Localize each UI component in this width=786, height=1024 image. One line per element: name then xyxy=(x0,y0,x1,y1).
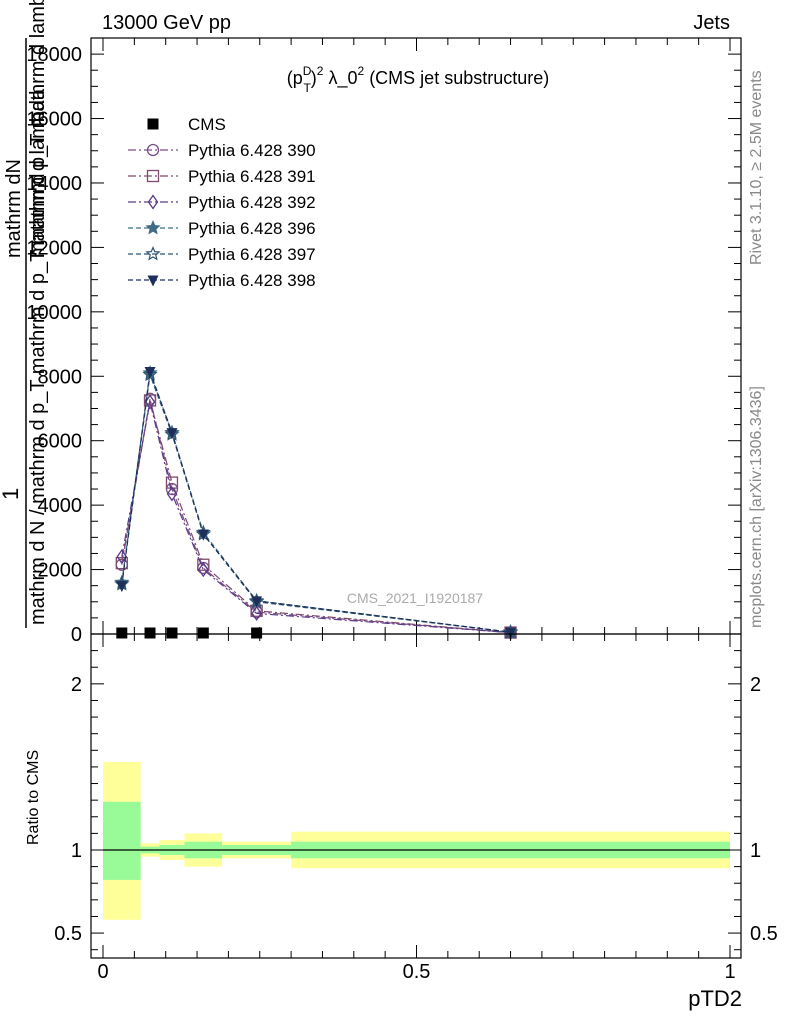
ratio-inner-band xyxy=(103,801,141,880)
legend-marker xyxy=(146,143,160,157)
data-point xyxy=(251,596,263,608)
data-point xyxy=(144,627,156,639)
y-tick-label: 4000 xyxy=(38,495,83,517)
legend-entry: Pythia 6.428 391 xyxy=(128,167,316,186)
series-line xyxy=(121,400,511,634)
mcplots-text: mcplots.cern.ch [arXiv:1306.3436] xyxy=(748,386,765,628)
upper-series xyxy=(114,364,519,641)
legend: CMS Pythia 6.428 390 Pythia 6.428 391 Pythi… xyxy=(128,115,316,290)
ratio-y-tick-label-right: 0.5 xyxy=(750,923,778,945)
legend-entry: CMS xyxy=(147,115,226,134)
legend-entry: Pythia 6.428 390 xyxy=(128,141,316,160)
legend-marker xyxy=(146,169,160,183)
ratio-y-tick-label-right: 2 xyxy=(750,674,761,696)
legend-entry: Pythia 6.428 392 xyxy=(128,193,316,212)
analysis-watermark: CMS_2021_I1920187 xyxy=(347,590,483,606)
data-point xyxy=(197,529,209,541)
y-tick-label: 8000 xyxy=(38,366,83,388)
legend-label: Pythia 6.428 392 xyxy=(188,193,316,212)
y-tick-label: 0 xyxy=(71,624,82,646)
ylabel-one: 1 xyxy=(0,488,23,500)
ratio-y-tick-label: 2 xyxy=(71,674,82,696)
data-point xyxy=(166,627,178,639)
ratio-y-tick-label: 0.5 xyxy=(54,923,82,945)
header-left: 13000 GeV pp xyxy=(102,12,231,34)
xlabel: pTD2 xyxy=(688,986,742,1011)
chart-title: (pD T)2 λ_02 (CMS jet substructure) xyxy=(287,64,549,95)
series-cms xyxy=(116,627,517,639)
y-tick-label: 2000 xyxy=(38,560,83,582)
data-point xyxy=(505,627,517,639)
lower-ticks: 0.5 0.5 1 1 2 2 0 0.5 1 xyxy=(54,634,778,983)
upper-ticks: 0 2000 4000 6000 8000 10000 12000 14000 16000 180… xyxy=(26,38,741,646)
ratio-y-tick-label-right: 1 xyxy=(750,840,761,862)
series-line xyxy=(121,401,511,634)
y-tick-label: 18000 xyxy=(26,44,82,66)
x-tick-label: 0 xyxy=(97,961,108,983)
ratio-y-tick-label: 1 xyxy=(71,840,82,862)
legend-marker xyxy=(147,275,159,287)
rivet-version-text: Rivet 3.1.10, ≥ 2.5M events xyxy=(748,70,765,265)
lower-ylabel: Ratio to CMS xyxy=(25,750,42,845)
legend-label: Pythia 6.428 390 xyxy=(188,141,316,160)
y-tick-label: 10000 xyxy=(26,302,82,324)
series-pythia-6-428-398 xyxy=(116,366,517,639)
legend-label: Pythia 6.428 391 xyxy=(188,167,316,186)
data-point xyxy=(116,549,128,565)
legend-label: Pythia 6.428 398 xyxy=(188,271,316,290)
ylabel-line-b: mathrm d p_T mathrm d lambda xyxy=(27,0,49,258)
data-point xyxy=(116,581,128,593)
y-tick-label: 12000 xyxy=(26,237,82,259)
series-line xyxy=(121,371,511,633)
legend-entry: Pythia 6.428 398 xyxy=(128,271,316,290)
legend-entry: Pythia 6.428 396 xyxy=(128,219,316,238)
data-point xyxy=(115,556,128,570)
lower-frame xyxy=(90,633,742,959)
legend-label: Pythia 6.428 396 xyxy=(188,219,316,238)
data-point xyxy=(198,561,209,578)
y-tick-label: 16000 xyxy=(26,109,82,131)
ratio-bands xyxy=(103,761,730,920)
x-tick-label: 0.5 xyxy=(403,961,431,983)
data-point xyxy=(116,627,128,639)
ylabel-denominator: mathrm d N / mathrm d p_T mathrm d p_T m… xyxy=(27,88,49,625)
legend-marker xyxy=(145,219,161,235)
data-point xyxy=(251,627,263,639)
legend-entry: Pythia 6.428 397 xyxy=(128,245,316,264)
upper-ylabel: 1 mathrm d N / mathrm d p_T mathrm d p_T… xyxy=(0,0,49,628)
legend-label: CMS xyxy=(188,115,226,134)
data-point xyxy=(197,627,209,639)
lower-plot-frame xyxy=(90,633,742,959)
y-tick-label: 14000 xyxy=(26,173,82,195)
legend-marker xyxy=(145,245,161,261)
header-right: Jets xyxy=(693,12,730,34)
data-point xyxy=(144,366,156,378)
legend-marker xyxy=(147,194,159,210)
legend-marker xyxy=(147,118,159,130)
series-pythia-6-428-392 xyxy=(116,394,516,641)
data-point xyxy=(197,558,210,571)
data-point xyxy=(166,486,178,502)
legend-label: Pythia 6.428 397 xyxy=(188,245,316,264)
data-point xyxy=(251,605,262,622)
data-point xyxy=(166,428,178,440)
y-tick-label: 6000 xyxy=(38,431,83,453)
ylabel-line-a: mathrm dN xyxy=(3,159,25,258)
x-tick-label: 1 xyxy=(724,961,735,983)
